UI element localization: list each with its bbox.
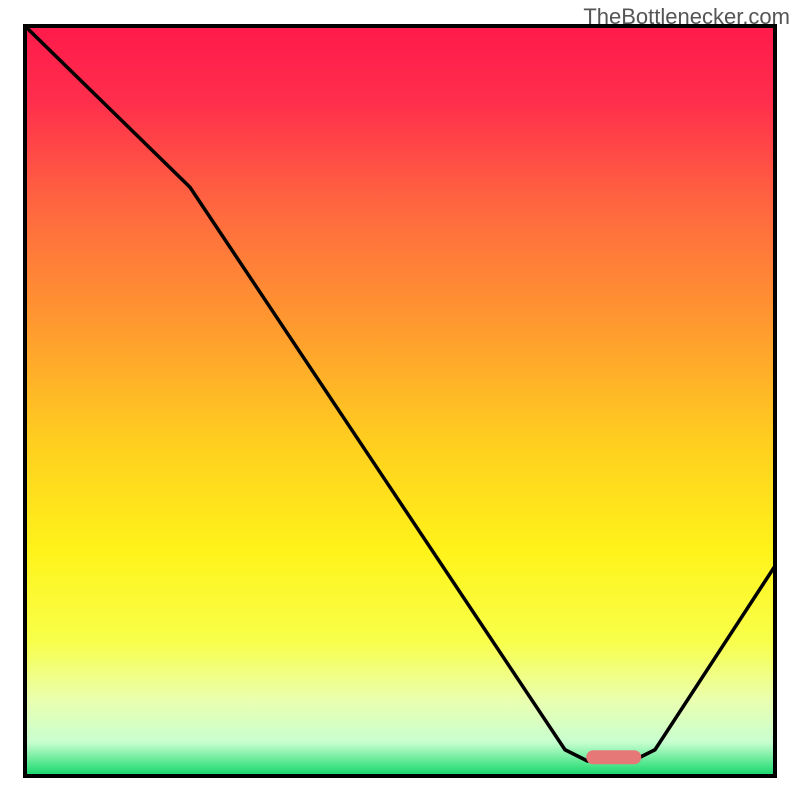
gradient-background	[25, 26, 775, 776]
optimal-range-marker	[586, 750, 641, 764]
bottleneck-chart	[0, 0, 800, 800]
chart-container: TheBottlenecker.com	[0, 0, 800, 800]
watermark-text: TheBottlenecker.com	[583, 4, 790, 30]
